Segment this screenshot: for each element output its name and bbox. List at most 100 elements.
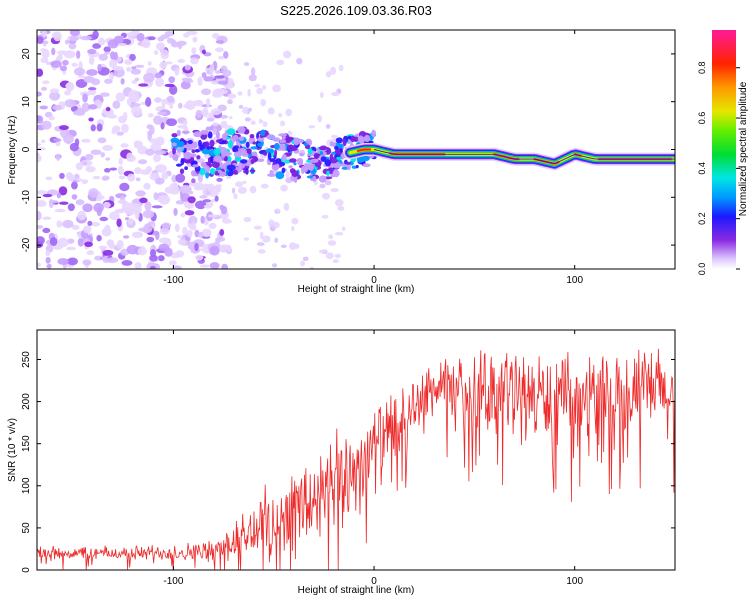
noise-blob	[71, 62, 78, 67]
noise-blob	[82, 161, 88, 165]
snr-frame	[36, 329, 676, 571]
noise-blob	[160, 49, 169, 60]
ridge-blob	[179, 168, 185, 175]
noise-blob	[126, 97, 132, 106]
ridge-blob	[274, 142, 280, 150]
noise-blob	[283, 202, 290, 211]
noise-blob	[192, 36, 198, 43]
ridge-blob	[274, 149, 278, 157]
y-tick-label: 100	[21, 477, 32, 494]
noise-blob	[197, 76, 203, 87]
ridge-blob	[371, 129, 377, 138]
noise-blob	[37, 190, 48, 195]
ridge-blob	[226, 128, 236, 136]
ridge-blob	[250, 146, 258, 150]
y-tick-label: -10	[21, 190, 32, 205]
noise-blob	[64, 99, 76, 108]
ridge-blob	[326, 170, 330, 176]
ridge-blob	[184, 166, 188, 171]
ridge-blob	[336, 156, 342, 160]
noise-blob	[271, 263, 278, 268]
noise-blob	[67, 203, 75, 212]
spectrogram-y-ticks: -20 -10 0 10 20	[21, 48, 675, 252]
ridge-blob	[256, 158, 265, 162]
noise-blob	[153, 97, 163, 103]
noise-blob	[151, 205, 163, 209]
noise-blob	[123, 235, 130, 239]
y-tick-label: 0	[21, 146, 32, 152]
noise-blob	[136, 32, 145, 42]
ridge-blob	[221, 151, 230, 159]
ridge-blob	[249, 169, 256, 173]
noise-blob	[105, 157, 111, 161]
ridge-blob	[191, 149, 196, 154]
noise-blob	[103, 46, 111, 53]
ridge-blob	[172, 147, 176, 155]
noise-blob	[71, 224, 80, 230]
ridge-blob	[172, 154, 179, 161]
noise-blob	[127, 217, 134, 225]
noise-blob	[37, 236, 45, 245]
noise-blob	[37, 210, 42, 221]
noise-blob	[191, 178, 196, 184]
noise-blob	[155, 42, 166, 51]
noise-blob	[143, 72, 155, 83]
colorbar-tick-label: 0.8	[697, 61, 707, 74]
ridge-blob	[205, 170, 210, 179]
noise-blob	[337, 206, 345, 211]
noise-blob	[37, 36, 44, 45]
noise-blob	[88, 55, 95, 66]
noise-blob	[261, 84, 267, 91]
noise-blob	[45, 176, 53, 181]
ridge-blob	[253, 157, 258, 161]
y-tick-label: 250	[21, 351, 32, 368]
noise-blob	[157, 255, 165, 262]
noise-blob	[62, 59, 69, 66]
noise-blob	[37, 146, 46, 151]
ridge-blob	[352, 136, 359, 142]
noise-blob	[155, 164, 168, 173]
noise-blob	[175, 250, 185, 258]
ridge-blob	[281, 153, 287, 162]
noise-blob	[159, 227, 170, 235]
noise-blob	[285, 170, 290, 179]
noise-blob	[168, 76, 176, 84]
noise-blob	[126, 244, 139, 255]
noise-blob	[161, 172, 169, 180]
ridge-blob	[334, 146, 339, 150]
noise-blob	[166, 95, 175, 103]
noise-blob	[217, 80, 229, 85]
noise-blob	[145, 166, 153, 173]
ridge-blob	[289, 158, 297, 163]
noise-blob	[193, 101, 204, 107]
noise-blob	[195, 200, 207, 210]
noise-blob	[59, 172, 65, 179]
noise-blob	[117, 43, 128, 47]
noise-blob	[257, 249, 266, 254]
noise-blob	[65, 172, 74, 180]
ridge-blob	[307, 162, 316, 170]
noise-blob	[332, 259, 339, 264]
noise-blob	[319, 183, 326, 189]
noise-blob	[334, 231, 344, 236]
noise-blob	[209, 245, 220, 256]
noise-blob	[259, 231, 264, 240]
noise-blob	[247, 88, 251, 97]
x-tick-label: 100	[566, 576, 583, 587]
noise-blob	[84, 153, 94, 161]
noise-blob	[198, 231, 204, 239]
noise-blob	[291, 217, 299, 225]
noise-blob	[115, 92, 126, 102]
noise-blob	[147, 61, 152, 66]
spectrogram-ridge	[170, 126, 675, 183]
ridge-blob	[171, 142, 177, 147]
noise-blob	[119, 182, 130, 192]
noise-blob	[203, 204, 212, 209]
ridge-blob	[260, 129, 266, 137]
noise-blob	[248, 74, 257, 82]
figure-title: S225.2026.109.03.36.R03	[280, 3, 432, 18]
noise-blob	[52, 104, 62, 111]
noise-blob	[91, 222, 100, 227]
ridge-center-line	[373, 149, 675, 165]
ridge-blob	[252, 141, 257, 145]
